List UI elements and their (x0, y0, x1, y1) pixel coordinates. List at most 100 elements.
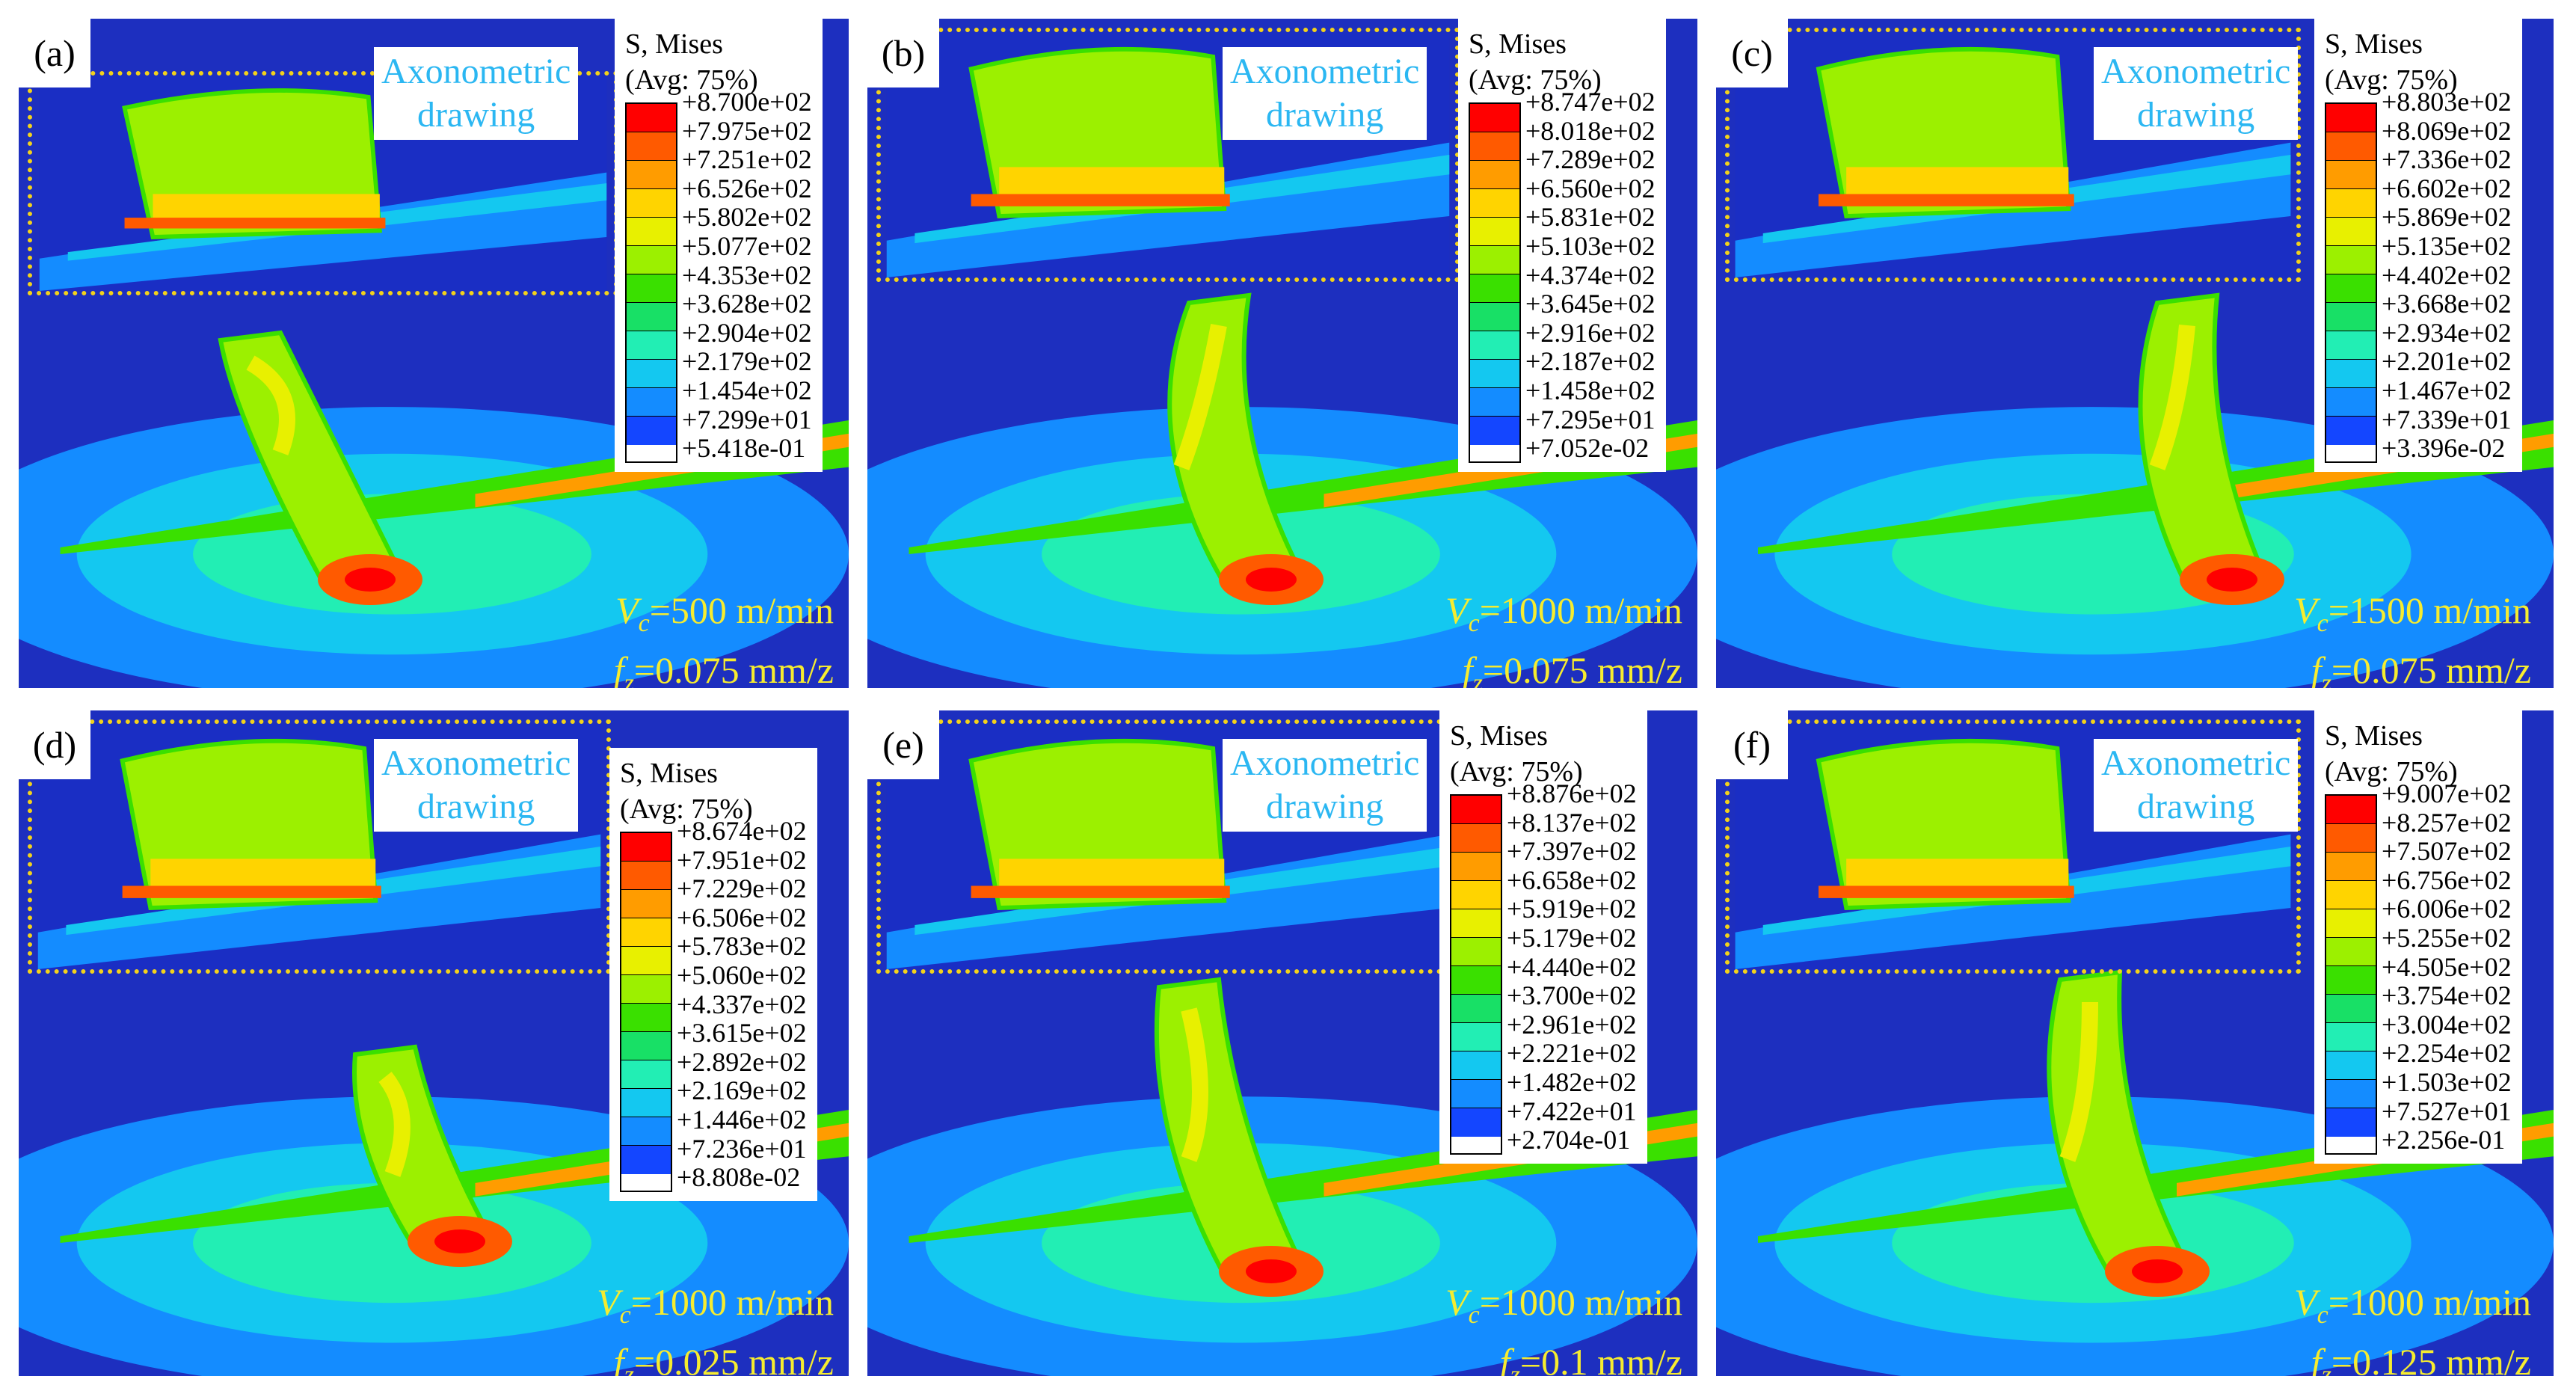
legend-colorbar (2325, 794, 2377, 1155)
legend-swatch (1451, 1108, 1501, 1137)
axonometric-label-line1: Axonometric (381, 52, 571, 91)
legend-title: S, Mises (625, 28, 723, 60)
legend-value: +4.402e+02 (2382, 260, 2512, 290)
legend-title: S, Mises (2325, 720, 2423, 752)
panel-b: Axonometric drawing (b) S, Mises (Avg: 75%) +… (867, 19, 1697, 688)
legend-swatch (621, 1117, 671, 1146)
panel-a: Axonometric drawing (a) S, Mises (Avg: 75%) +… (19, 19, 849, 688)
legend-value: +2.704e-01 (1507, 1125, 1631, 1155)
stress-contour-plot (1716, 969, 2554, 1376)
legend-value: +5.135e+02 (2382, 230, 2512, 261)
axonometric-label-line2: drawing (416, 787, 535, 826)
legend-swatch (627, 104, 676, 132)
legend-swatch (1451, 966, 1501, 995)
legend-value: +8.876e+02 (1507, 779, 1637, 808)
chip-root (1846, 167, 2069, 197)
feed-per-tooth: fz=0.125 mm/z (2311, 1341, 2531, 1376)
cutting-speed: Vc=1000 m/min (2294, 1281, 2531, 1329)
legend-value: +2.256e-01 (2382, 1125, 2506, 1155)
legend-swatch (1470, 218, 1519, 246)
legend-value: +1.482e+02 (1507, 1066, 1637, 1097)
legend-value: +4.440e+02 (1507, 951, 1637, 982)
legend-swatch (2326, 1108, 2376, 1137)
legend-value: +2.187e+02 (1525, 346, 1656, 377)
legend-colorbar (2325, 102, 2377, 463)
axonometric-label: Axonometric drawing (2094, 739, 2299, 832)
cutting-parameters: Vc=1000 m/min fz=0.125 mm/z (2294, 1279, 2531, 1376)
legend-swatch (1451, 1080, 1501, 1108)
legend-swatch (2326, 796, 2376, 824)
legend-value: +5.179e+02 (1507, 922, 1637, 953)
legend-swatch (1470, 331, 1519, 360)
feed-per-tooth: fz=0.075 mm/z (613, 649, 834, 688)
stress-legend: S, Mises (Avg: 75%) +8.803e+02 +8.069e+02 +7… (2314, 19, 2522, 472)
legend-title: S, Mises (2325, 28, 2423, 60)
legend-swatch (1470, 246, 1519, 274)
legend-swatch (2326, 218, 2376, 246)
legend-value: +3.645e+02 (1525, 289, 1656, 319)
stress-legend: S, Mises (Avg: 75%) +8.700e+02 +7.975e+02 +7… (615, 19, 823, 472)
legend-value: +5.869e+02 (2382, 202, 2512, 233)
cutting-speed: Vc=1000 m/min (1445, 1281, 1682, 1329)
legend-swatch (2326, 360, 2376, 388)
legend-swatch (1470, 303, 1519, 331)
cutting-parameters: Vc=1000 m/min fz=0.025 mm/z (597, 1279, 834, 1376)
legend-swatch (1470, 161, 1519, 189)
legend-swatch (621, 1089, 671, 1117)
legend-swatch (1470, 360, 1519, 388)
legend-value: +1.458e+02 (1525, 375, 1656, 405)
legend-value: +7.336e+02 (2382, 144, 2512, 175)
legend-swatch (1451, 881, 1501, 909)
chip-root-hot (971, 194, 1230, 206)
legend-swatch (1451, 853, 1501, 881)
stress-legend: S, Mises (Avg: 75%) +8.747e+02 +8.018e+02 +7… (1458, 19, 1666, 472)
chip (218, 330, 411, 589)
legend-swatch (2326, 881, 2376, 909)
legend-swatch (627, 388, 676, 417)
legend-swatch (627, 274, 676, 303)
legend-swatch (627, 417, 676, 445)
legend-value: +6.658e+02 (1507, 865, 1637, 895)
legend-swatch (2326, 132, 2376, 161)
panel-label: (a) (19, 19, 90, 87)
legend-swatch (627, 303, 676, 331)
legend-swatch (2326, 966, 2376, 995)
legend-subtitle: (Avg: 75%) (1450, 756, 1583, 787)
legend-value: +8.747e+02 (1525, 87, 1656, 117)
chip-core (2149, 325, 2195, 470)
legend-title: S, Mises (1450, 720, 1548, 752)
legend-swatch (621, 947, 671, 975)
legend-colorbar (1450, 794, 1502, 1155)
shear-zone-peak (345, 568, 396, 592)
legend-colorbar (1469, 102, 1521, 463)
legend-value: +7.527e+01 (2382, 1096, 2512, 1126)
panel-d: Axonometric drawing (d) S, Mises (Avg: 75%) +… (19, 710, 849, 1376)
chip-root (999, 859, 1225, 888)
legend-swatch (1451, 796, 1501, 824)
legend-swatch (627, 360, 676, 388)
stress-legend: S, Mises (Avg: 75%) +9.007e+02 +8.257e+02 +7… (2314, 710, 2522, 1164)
legend-subtitle: (Avg: 75%) (2325, 756, 2458, 787)
legend-colorbar (625, 102, 677, 463)
legend-swatch (1451, 1051, 1501, 1080)
legend-value: +3.615e+02 (677, 1018, 807, 1048)
stress-legend: S, Mises (Avg: 75%) +8.674e+02 +7.951e+02 +7… (609, 748, 817, 1201)
legend-title: S, Mises (1469, 28, 1567, 60)
legend-value: +7.229e+02 (677, 873, 807, 904)
cutting-parameters: Vc=500 m/min fz=0.075 mm/z (614, 587, 834, 688)
legend-value: +7.397e+02 (1507, 836, 1637, 867)
panel-label: (f) (1716, 710, 1788, 779)
legend-value: +7.289e+02 (1525, 144, 1656, 175)
legend-swatch (621, 1004, 671, 1032)
legend-value: +7.251e+02 (682, 144, 812, 175)
axonometric-label-line2: drawing (1265, 787, 1384, 826)
axonometric-label: Axonometric drawing (374, 47, 579, 140)
stress-contour-plot (867, 292, 1697, 688)
chip-root (1846, 859, 2069, 888)
legend-value: +8.069e+02 (2382, 115, 2512, 146)
chip-root-hot (124, 218, 386, 229)
feed-per-tooth: fz=0.025 mm/z (613, 1341, 834, 1376)
panel-e: Axonometric drawing (e) S, Mises (Avg: 75%) +… (867, 710, 1697, 1376)
legend-value: +6.602e+02 (2382, 173, 2512, 203)
legend-value: +8.674e+02 (677, 816, 807, 846)
